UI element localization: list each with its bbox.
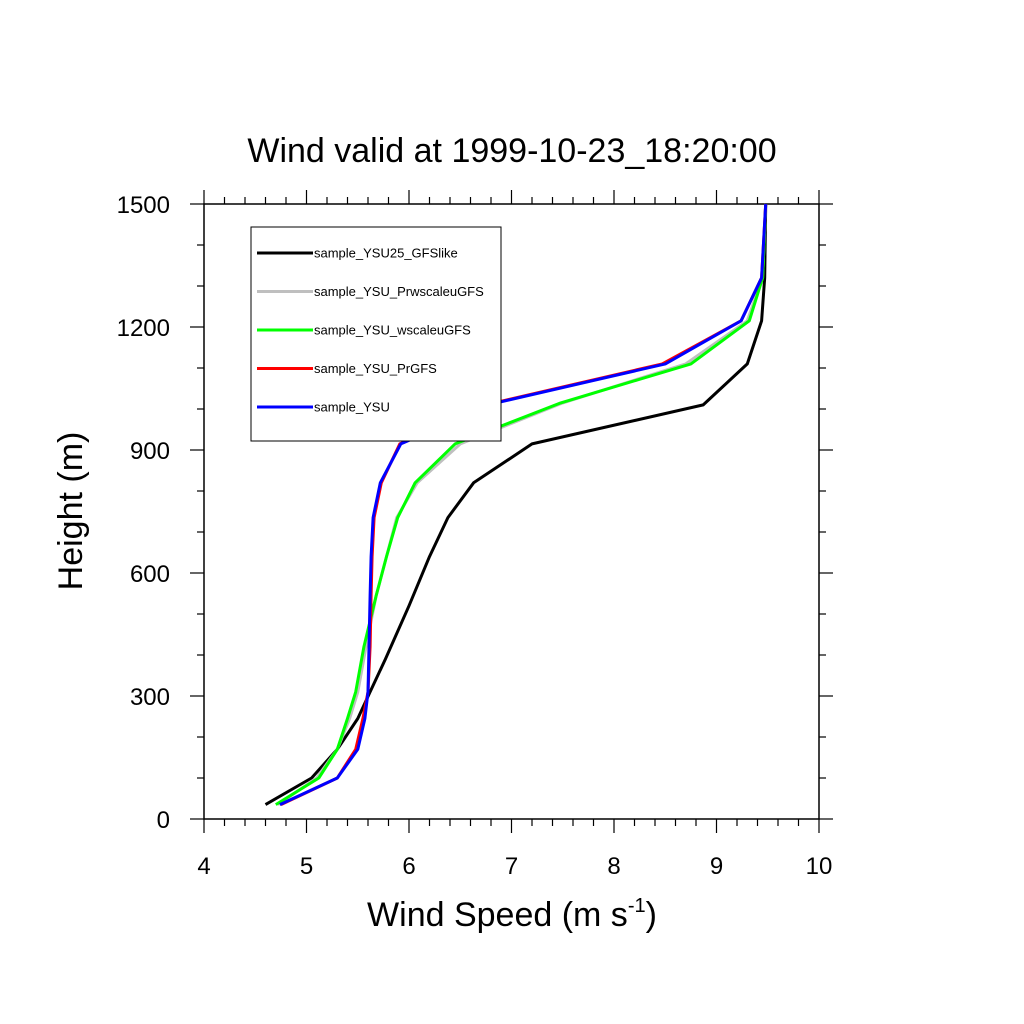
x-tick-label: 6	[402, 853, 415, 880]
legend-label: sample_YSU	[314, 400, 390, 415]
y-tick-label: 0	[157, 807, 170, 834]
x-tick-label: 5	[300, 853, 313, 880]
x-tick-label: 4	[197, 853, 210, 880]
chart-title: Wind valid at 1999-10-23_18:20:00	[247, 132, 776, 170]
series-line	[264, 203, 768, 806]
y-tick-label: 300	[130, 684, 170, 711]
series-line	[279, 203, 768, 806]
x-tick-label: 8	[607, 853, 620, 880]
y-tick-label: 1500	[117, 192, 170, 219]
axis-tick-labels: 4 5 6 7 8 9 10 0 300 600 900 1200 1500	[117, 192, 833, 880]
y-axis-title: Height (m)	[52, 432, 90, 591]
series-line	[275, 203, 768, 806]
legend-label: sample_YSU_PrwscaleuGFS	[314, 284, 484, 299]
y-tick-label: 1200	[117, 315, 170, 342]
x-tick-label: 10	[806, 853, 833, 880]
legend-label: sample_YSU_PrGFS	[314, 361, 437, 376]
x-tick-label: 9	[710, 853, 723, 880]
x-axis-title: Wind Speed (m s-1)	[367, 895, 657, 934]
legend-label: sample_YSU_wscaleuGFS	[314, 323, 471, 338]
x-tick-label: 7	[505, 853, 518, 880]
series-lines	[264, 203, 768, 806]
legend: sample_YSU25_GFSlike sample_YSU_Prwscaleu…	[250, 226, 502, 442]
legend-label: sample_YSU25_GFSlike	[314, 246, 458, 261]
y-tick-label: 900	[130, 438, 170, 465]
axis-ticks	[190, 190, 833, 833]
y-tick-label: 600	[130, 561, 170, 588]
